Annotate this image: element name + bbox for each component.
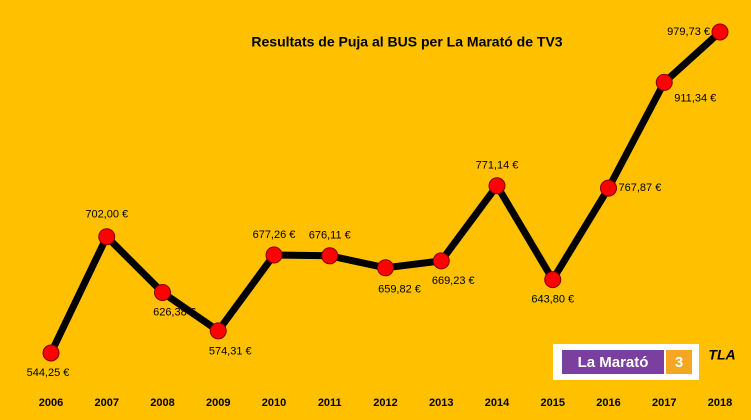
data-label: 702,00 € — [85, 209, 128, 221]
logo-bg — [562, 350, 664, 374]
x-tick-label: 2015 — [541, 397, 565, 409]
data-label: 979,73 € — [667, 26, 710, 38]
data-label: 911,34 € — [674, 92, 716, 104]
marker — [711, 23, 729, 41]
marker — [544, 271, 562, 289]
chart-title: Resultats de Puja al BUS per La Marató d… — [251, 34, 562, 50]
marker — [488, 177, 506, 195]
x-tick-label: 2008 — [150, 397, 174, 409]
logo-marato: La Marató 3 — [553, 344, 699, 380]
x-tick-label: 2012 — [373, 397, 397, 409]
logo-text: La Marató — [578, 354, 649, 371]
logo-tla-text: TLA — [708, 347, 735, 363]
x-tick-label: 2013 — [429, 397, 453, 409]
x-tick-label: 2011 — [318, 397, 342, 409]
logo-tv3-bg — [666, 350, 692, 374]
data-label: 574,31 € — [209, 346, 252, 358]
marker — [154, 283, 171, 301]
marker — [321, 247, 339, 265]
logo-tla-bg — [706, 344, 738, 380]
x-tick-label: 2010 — [262, 397, 286, 409]
data-label: 677,26 € — [253, 229, 296, 241]
data-label: 643,80 € — [531, 294, 574, 306]
data-label: 676,11 € — [309, 230, 351, 242]
data-label: 626,38 € — [153, 306, 196, 318]
data-label: 659,82 € — [378, 284, 421, 296]
x-tick-label: 2006 — [39, 397, 63, 409]
logo-tv3: 3 — [675, 354, 683, 371]
marker — [42, 344, 60, 362]
data-label: 544,25 € — [27, 367, 70, 379]
marker — [377, 259, 394, 277]
marker — [600, 179, 617, 197]
x-tick-label: 2014 — [485, 397, 510, 409]
data-label: 669,23 € — [432, 275, 475, 287]
x-tick-label: 2009 — [206, 397, 230, 409]
marker — [209, 322, 227, 340]
x-tick-label: 2007 — [95, 397, 119, 409]
data-label: 771,14 € — [476, 160, 519, 172]
marker — [98, 228, 116, 246]
data-label: 767,87 € — [619, 182, 662, 194]
marker — [265, 246, 283, 264]
x-tick-label: 2016 — [596, 397, 620, 409]
marker — [432, 252, 450, 270]
x-tick-label: 2017 — [652, 397, 676, 409]
logo-tla: TLA — [706, 344, 738, 380]
x-tick-label: 2018 — [708, 397, 732, 409]
marker — [655, 73, 673, 91]
